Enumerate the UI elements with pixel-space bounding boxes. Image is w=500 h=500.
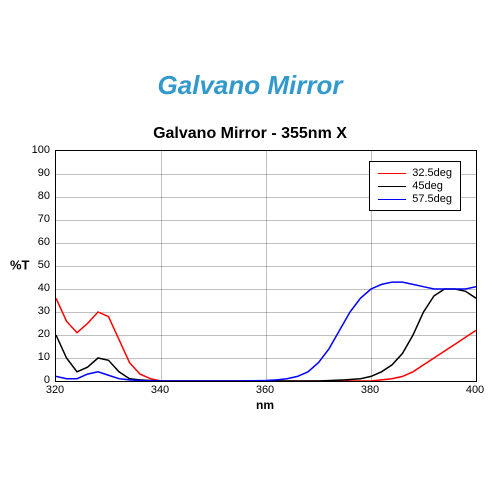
x-tick-label: 360 [256,384,274,396]
legend-item: 45deg [378,180,452,192]
series-line [56,289,476,381]
legend-swatch [378,186,406,187]
series-line [56,282,476,381]
chart-title: Galvano Mirror - 355nm X [0,125,500,143]
legend-swatch [378,173,406,174]
y-tick-label: 90 [38,167,50,179]
y-tick-label: 100 [32,144,50,156]
chart-container: 32.5deg45deg57.5deg 01020304050607080901… [55,150,475,380]
series-line [56,298,476,381]
x-tick-label: 320 [46,384,64,396]
y-tick-label: 60 [38,236,50,248]
x-tick-label: 380 [361,384,379,396]
legend-label: 45deg [412,180,443,192]
y-tick-label: 50 [38,259,50,271]
x-axis-label: nm [256,398,274,412]
y-tick-label: 20 [38,328,50,340]
plot-area: 32.5deg45deg57.5deg [55,150,477,382]
y-tick-label: 80 [38,190,50,202]
legend-label: 32.5deg [412,167,452,179]
x-tick-label: 340 [151,384,169,396]
legend-item: 57.5deg [378,193,452,205]
legend: 32.5deg45deg57.5deg [369,161,461,211]
x-tick-label: 400 [466,384,484,396]
legend-swatch [378,199,406,200]
page-title: Galvano Mirror [0,70,500,101]
y-tick-label: 70 [38,213,50,225]
y-tick-label: 10 [38,351,50,363]
legend-label: 57.5deg [412,193,452,205]
y-tick-label: 40 [38,282,50,294]
y-tick-label: 30 [38,305,50,317]
y-axis-label: %T [10,258,30,273]
legend-item: 32.5deg [378,167,452,179]
